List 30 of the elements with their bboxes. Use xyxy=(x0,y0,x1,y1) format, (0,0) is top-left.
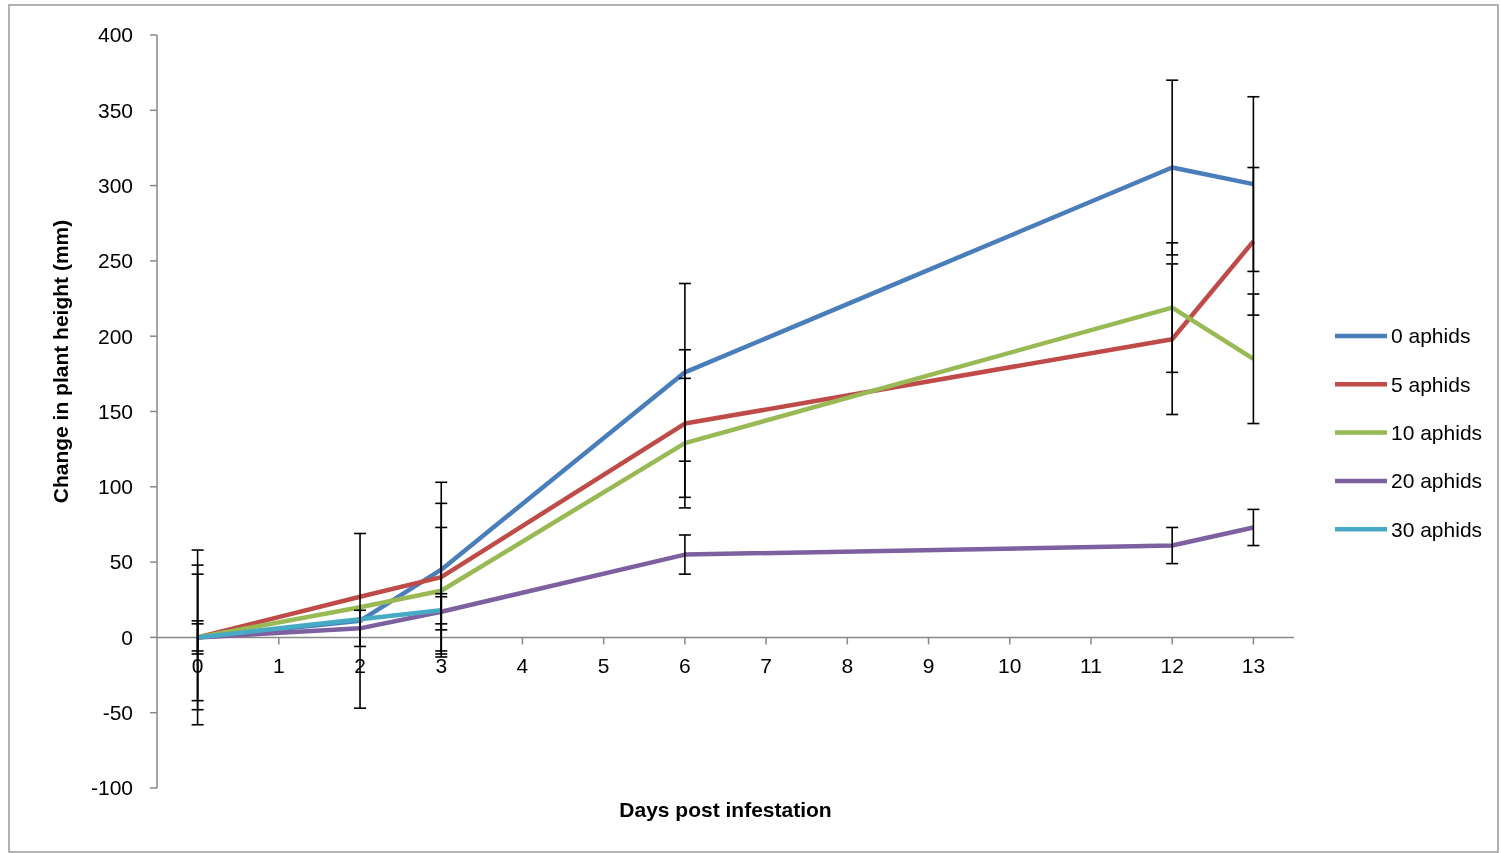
y-tick-label: 50 xyxy=(109,550,133,574)
x-tick-label: 8 xyxy=(841,654,854,678)
x-tick-label: 12 xyxy=(1160,654,1184,678)
x-tick-label: 4 xyxy=(516,654,529,678)
y-tick-label: 250 xyxy=(97,249,133,273)
y-axis-title: Change in plant height (mm) xyxy=(49,219,72,504)
x-tick-label: 10 xyxy=(998,654,1022,678)
legend-label: 30 aphids xyxy=(1391,517,1483,541)
x-tick-label: 1 xyxy=(272,654,285,678)
y-tick-label: 300 xyxy=(97,173,133,197)
x-tick-label: 3 xyxy=(435,654,448,678)
y-tick-label: 200 xyxy=(97,324,133,348)
y-tick-label: 400 xyxy=(97,23,133,47)
y-tick-label: -50 xyxy=(102,701,133,725)
y-tick-label: 0 xyxy=(121,625,133,649)
x-tick-label: 9 xyxy=(922,654,935,678)
y-tick-label: 100 xyxy=(97,475,133,499)
legend-label: 20 aphids xyxy=(1391,469,1483,493)
y-tick-label: 150 xyxy=(97,399,133,423)
legend-label: 5 aphids xyxy=(1391,372,1471,396)
legend-label: 0 aphids xyxy=(1391,324,1471,348)
x-tick-label: 7 xyxy=(760,654,772,678)
legend-label: 10 aphids xyxy=(1391,420,1483,444)
x-tick-label: 5 xyxy=(597,654,610,678)
x-tick-label: 13 xyxy=(1241,654,1266,678)
y-tick-label: -100 xyxy=(90,776,133,800)
x-tick-label: 6 xyxy=(679,654,691,678)
y-tick-label: 350 xyxy=(97,98,133,122)
x-axis-title: Days post infestation xyxy=(619,798,832,821)
x-tick-label: 11 xyxy=(1080,654,1102,678)
